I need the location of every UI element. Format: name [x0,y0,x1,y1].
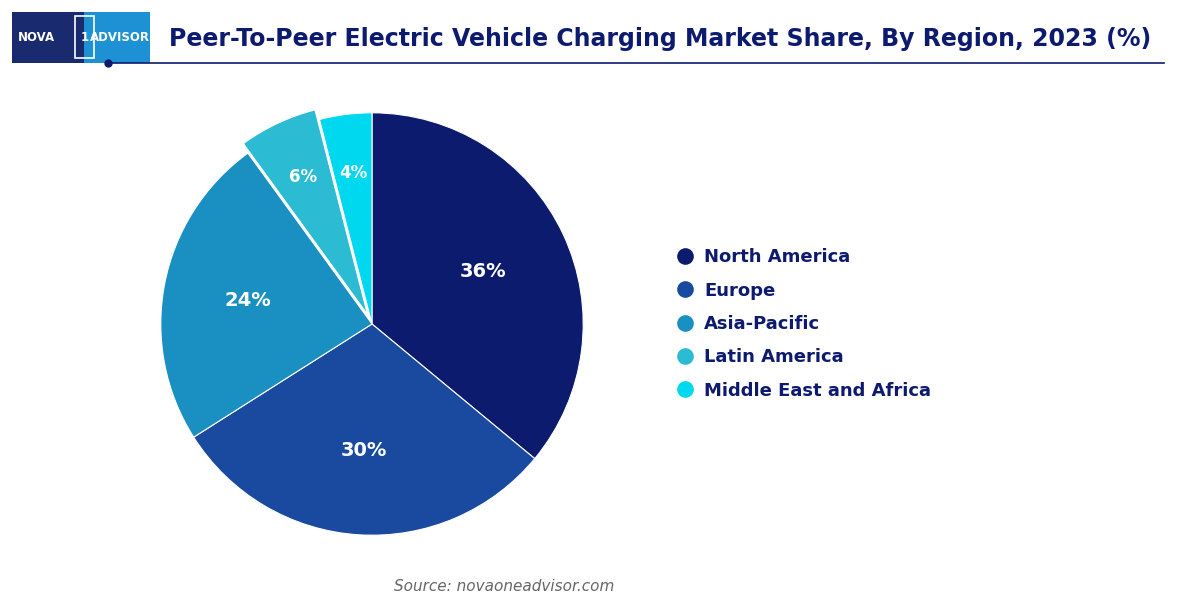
Text: NOVA: NOVA [18,31,55,44]
Text: 6%: 6% [289,168,317,186]
Text: Peer-To-Peer Electric Vehicle Charging Market Share, By Region, 2023 (%): Peer-To-Peer Electric Vehicle Charging M… [169,27,1151,51]
Wedge shape [319,113,372,324]
FancyBboxPatch shape [12,12,84,63]
Text: 36%: 36% [460,262,506,281]
Text: 30%: 30% [341,441,388,460]
Text: 1: 1 [80,31,89,44]
Text: 24%: 24% [224,291,271,310]
Wedge shape [244,110,367,314]
Text: ADVISOR: ADVISOR [90,31,150,44]
Wedge shape [193,324,535,535]
Wedge shape [161,153,372,437]
Wedge shape [372,113,583,458]
Text: Source: novaoneadvisor.com: Source: novaoneadvisor.com [394,579,614,594]
FancyBboxPatch shape [84,12,150,63]
Text: 4%: 4% [338,164,367,182]
Legend: North America, Europe, Asia-Pacific, Latin America, Middle East and Africa: North America, Europe, Asia-Pacific, Lat… [672,239,940,409]
